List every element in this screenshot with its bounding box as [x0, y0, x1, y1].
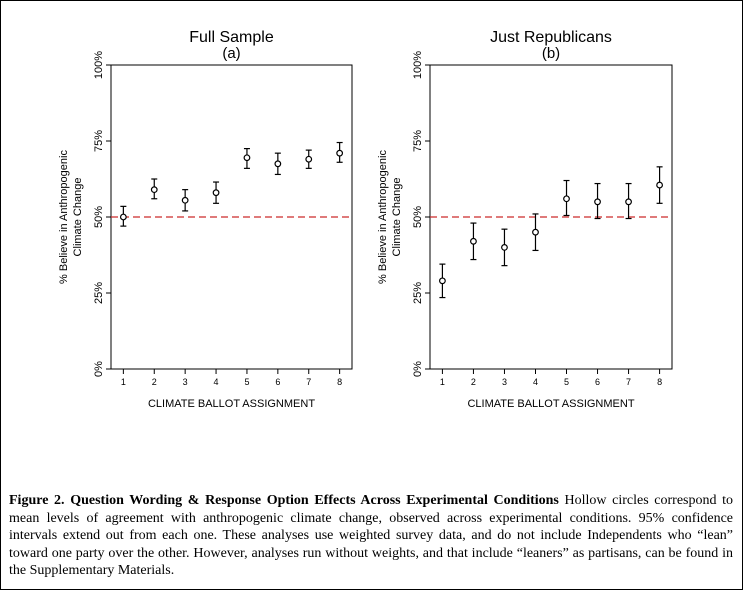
y-axis-label: % Believe in Anthropogenic	[58, 150, 70, 284]
x-tick-label: 7	[626, 377, 631, 387]
data-point	[439, 277, 446, 285]
x-tick-label: 1	[440, 377, 445, 387]
data-point	[532, 228, 539, 236]
x-tick-label: 2	[152, 377, 157, 387]
y-tick-label: 50%	[412, 206, 424, 228]
x-tick-label: 2	[471, 377, 476, 387]
data-point	[243, 154, 251, 162]
x-tick-label: 5	[244, 377, 249, 387]
data-point	[336, 149, 344, 157]
x-tick-label: 7	[306, 377, 311, 387]
caption-text: Hollow circles correspond to mean levels…	[9, 493, 734, 578]
chart-title: Just Republicans	[490, 29, 612, 46]
x-tick-label: 8	[337, 377, 342, 387]
data-point	[470, 237, 477, 245]
x-axis-label: CLIMATE BALLOT ASSIGNMENT	[467, 398, 634, 410]
data-point	[656, 181, 663, 189]
data-point	[563, 195, 570, 203]
chart-title: Full Sample	[189, 29, 274, 46]
data-point	[274, 160, 282, 168]
y-tick-label: 0%	[412, 361, 424, 377]
caption-title: Question Wording & Response Option Effec…	[70, 493, 559, 508]
data-point	[119, 213, 127, 221]
y-tick-label: 75%	[412, 130, 424, 152]
x-tick-label: 3	[183, 377, 188, 387]
x-tick-label: 6	[275, 377, 280, 387]
data-point	[305, 155, 313, 163]
data-point	[181, 196, 189, 204]
y-tick-label: 25%	[93, 282, 105, 304]
y-axis-label: Climate Change	[72, 178, 84, 257]
y-tick-label: 100%	[93, 51, 105, 79]
figure-charts: Full Sample(a)0%25%50%75%100%1 2 3 4 5 6 7 8CLI…	[58, 29, 673, 410]
panel-just-republicans: Just Republicans(b) 0% 25% 50% 75% 100% 1 2 3 4 5 6…	[377, 29, 673, 410]
y-tick-label: 75%	[93, 130, 105, 152]
data-point	[625, 198, 632, 206]
chart-subtitle: (b)	[542, 45, 560, 62]
data-point	[501, 243, 508, 251]
y-axis-label: % Believe in Anthropogenic	[377, 150, 389, 284]
data-point	[212, 189, 220, 197]
y-tick-label: 0%	[93, 361, 105, 377]
data-point	[594, 198, 601, 206]
data-point	[150, 186, 158, 194]
panel-full-sample: Full Sample(a) 0% 25% 50% 75% 100% 1 2 3 4 5 6 7 8 CLI…	[58, 29, 353, 410]
y-tick-label: 25%	[412, 282, 424, 304]
x-tick-label: 6	[595, 377, 600, 387]
y-tick-label: 100%	[412, 51, 424, 79]
x-tick-label: 4	[533, 377, 538, 387]
caption-label: Figure 2.	[9, 493, 65, 508]
figure-caption: Figure 2. Question Wording & Response Op…	[9, 492, 733, 580]
chart-subtitle: (a)	[222, 45, 240, 62]
y-axis-label: Climate Change	[391, 178, 403, 257]
x-tick-label: 3	[502, 377, 507, 387]
x-tick-label: 5	[564, 377, 569, 387]
x-axis-label: CLIMATE BALLOT ASSIGNMENT	[148, 398, 315, 410]
x-tick-label: 1	[121, 377, 126, 387]
x-tick-label: 8	[657, 377, 662, 387]
x-tick-label: 4	[214, 377, 219, 387]
y-tick-label: 50%	[93, 206, 105, 228]
